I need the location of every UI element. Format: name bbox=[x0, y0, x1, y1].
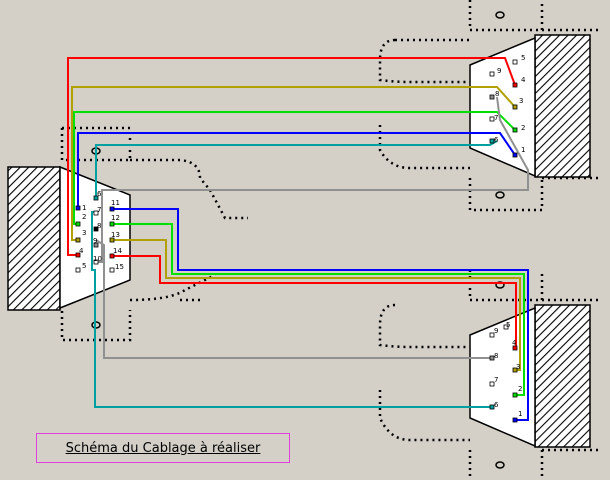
pin-2 bbox=[512, 392, 518, 398]
left-connector-shell bbox=[7, 166, 61, 311]
pin-label-6: 6 bbox=[494, 401, 499, 409]
mounting-hole bbox=[495, 191, 505, 199]
wire-olive-top bbox=[71, 86, 516, 241]
pin-label-5: 5 bbox=[521, 54, 525, 62]
pin-12 bbox=[109, 221, 115, 227]
caption-text: Schéma du Cablage à réaliser bbox=[65, 440, 261, 456]
left-connector-pins bbox=[75, 195, 115, 273]
bottom-right-connector-shell bbox=[534, 304, 591, 448]
wire-cyan-bottom bbox=[91, 211, 492, 408]
pin-3 bbox=[75, 237, 81, 243]
pin-label-4: 4 bbox=[512, 339, 517, 347]
pin-6 bbox=[489, 138, 495, 144]
pin-6 bbox=[489, 404, 495, 410]
pin-3 bbox=[512, 367, 518, 373]
pin-label-6: 6 bbox=[494, 136, 499, 144]
pin-label-9: 9 bbox=[494, 327, 498, 335]
pin-7 bbox=[489, 116, 495, 122]
pin-1 bbox=[512, 152, 518, 158]
pin-8 bbox=[489, 94, 495, 100]
wire-blue-top bbox=[77, 132, 516, 208]
top-right-connector-pin-labels: 1 2 3 4 5 6 7 8 9 bbox=[494, 54, 526, 154]
wire-gray-bottom bbox=[95, 239, 492, 359]
pin-label-2: 2 bbox=[521, 124, 525, 132]
pin-10 bbox=[93, 259, 99, 265]
pin-label-5: 5 bbox=[506, 321, 510, 329]
pin-label-4: 4 bbox=[79, 247, 84, 255]
pin-label-11: 11 bbox=[111, 199, 120, 207]
pin-label-1: 1 bbox=[82, 204, 86, 212]
pin-label-12: 12 bbox=[111, 214, 120, 222]
pin-5 bbox=[512, 59, 518, 65]
top-right-connector-face bbox=[469, 36, 536, 178]
pin-label-1: 1 bbox=[518, 410, 522, 418]
pin-label-10: 10 bbox=[93, 255, 102, 263]
pin-6 bbox=[93, 195, 99, 201]
pin-4 bbox=[75, 252, 81, 258]
pin-label-3: 3 bbox=[519, 97, 523, 105]
pin-label-9: 9 bbox=[497, 67, 501, 75]
pin-7 bbox=[93, 210, 99, 216]
wire-red-top bbox=[67, 57, 516, 256]
pin-1 bbox=[512, 417, 518, 423]
bottom-right-connector-pins bbox=[489, 324, 518, 423]
mounting-hole bbox=[495, 461, 505, 469]
top-right-connector-pins bbox=[489, 59, 518, 158]
wires bbox=[67, 57, 529, 421]
pin-label-2: 2 bbox=[518, 385, 522, 393]
connector-bodies bbox=[7, 34, 591, 448]
bottom-right-connector-pin-labels: 1 2 3 4 5 6 7 8 9 bbox=[494, 321, 522, 418]
pin-label-7: 7 bbox=[494, 376, 498, 384]
pin-4 bbox=[512, 82, 518, 88]
pin-4 bbox=[512, 345, 518, 351]
wire-blue-bottom bbox=[112, 208, 529, 421]
pin-11 bbox=[109, 206, 115, 212]
wire-red-bottom bbox=[112, 255, 517, 348]
pin-label-14: 14 bbox=[113, 247, 122, 255]
pin-label-8: 8 bbox=[97, 222, 101, 230]
pin-7 bbox=[489, 381, 495, 387]
pin-label-6: 6 bbox=[97, 190, 102, 198]
wire-green-bottom bbox=[112, 223, 525, 396]
pin-label-2: 2 bbox=[82, 213, 86, 221]
pin-2 bbox=[512, 127, 518, 133]
pin-1 bbox=[75, 205, 81, 211]
pin-9 bbox=[489, 71, 495, 77]
caption-box: Schéma du Cablage à réaliser bbox=[36, 433, 290, 463]
pin-label-13: 13 bbox=[111, 231, 120, 239]
wire-green-top bbox=[73, 111, 516, 225]
pin-2 bbox=[75, 221, 81, 227]
pin-label-7: 7 bbox=[97, 206, 101, 214]
mounting-hole bbox=[495, 11, 505, 19]
pin-label-4: 4 bbox=[521, 76, 526, 84]
pin-label-7: 7 bbox=[494, 114, 498, 122]
top-right-connector-shell bbox=[534, 34, 591, 178]
pin-5 bbox=[75, 267, 81, 273]
pin-9 bbox=[93, 242, 99, 248]
pin-8 bbox=[489, 355, 495, 361]
pin-13 bbox=[109, 237, 115, 243]
wire-olive-bottom bbox=[112, 239, 521, 371]
pin-label-8: 8 bbox=[495, 90, 499, 98]
pin-label-3: 3 bbox=[82, 229, 86, 237]
pin-5 bbox=[503, 324, 509, 330]
pin-3 bbox=[512, 104, 518, 110]
wire-gray-top bbox=[96, 96, 529, 263]
pin-14 bbox=[109, 253, 115, 259]
pin-label-5: 5 bbox=[82, 262, 86, 270]
pin-label-8: 8 bbox=[494, 352, 498, 360]
pin-8 bbox=[93, 226, 99, 232]
dotted-outlines bbox=[60, 0, 600, 480]
pin-label-3: 3 bbox=[516, 363, 520, 371]
pin-label-9: 9 bbox=[93, 237, 97, 245]
bottom-right-connector-face bbox=[469, 306, 536, 448]
pin-label-15: 15 bbox=[115, 263, 124, 271]
pin-9 bbox=[489, 332, 495, 338]
left-connector-pin-labels: 1 2 3 4 5 6 7 8 9 10 11 12 13 14 15 bbox=[79, 190, 124, 271]
pin-15 bbox=[109, 267, 115, 273]
pin-label-1: 1 bbox=[521, 146, 525, 154]
